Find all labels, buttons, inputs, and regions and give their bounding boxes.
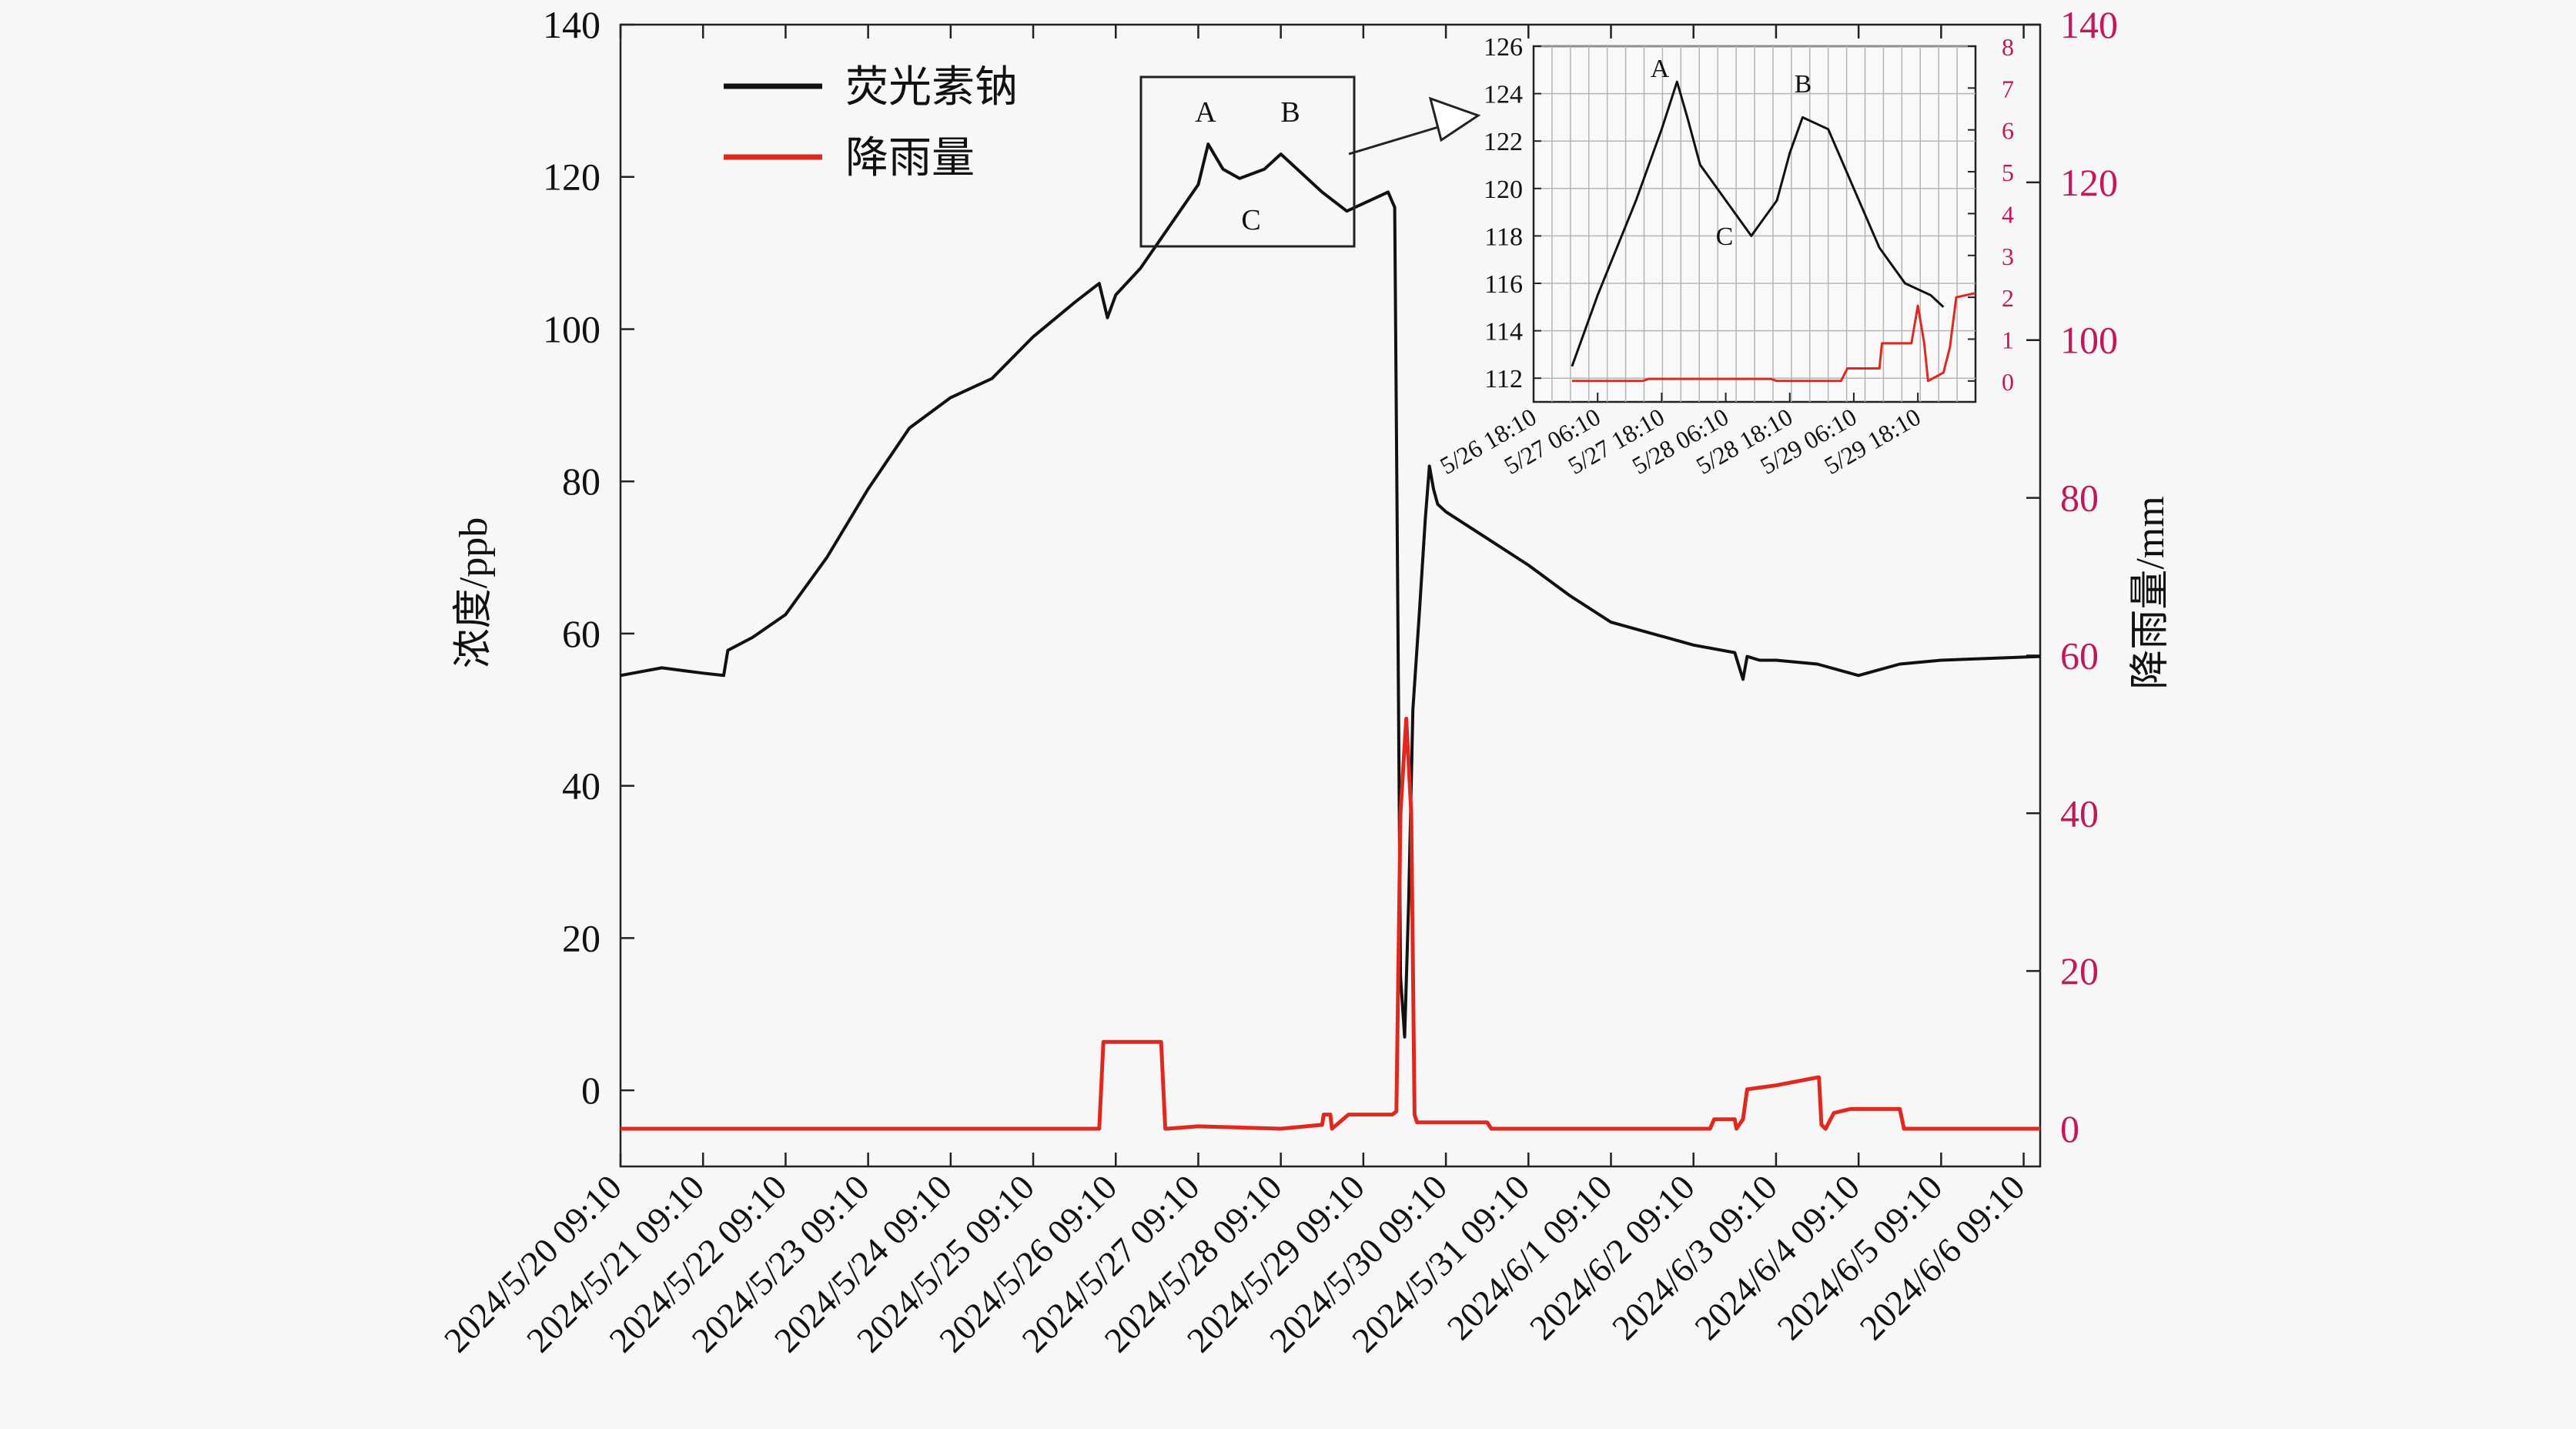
y-left-tick-label: 100 bbox=[543, 307, 601, 350]
annotation-label: C bbox=[1241, 204, 1260, 236]
annotation-label: A bbox=[1195, 96, 1216, 129]
annotation-label: B bbox=[1280, 96, 1300, 129]
inset-y-right-tick-label: 3 bbox=[2002, 243, 2014, 270]
inset-y-left-tick-label: 116 bbox=[1484, 270, 1523, 299]
plot-frame bbox=[619, 23, 2042, 1168]
inset-y-right-tick-label: 8 bbox=[2002, 33, 2014, 61]
inset-y-left-tick-label: 120 bbox=[1484, 176, 1523, 204]
inset-y-right-tick-label: 6 bbox=[2002, 117, 2014, 145]
y-left-tick-label: 40 bbox=[562, 765, 601, 808]
inset-series-line-rainfall bbox=[1571, 292, 1976, 383]
y-right-tick-label: 120 bbox=[2060, 161, 2118, 204]
inset-annotation-label: B bbox=[1795, 70, 1812, 99]
y-right-tick-label: 100 bbox=[2060, 319, 2118, 362]
y-right-tick-label: 20 bbox=[2060, 949, 2099, 992]
y-left-axis-title: 浓度/ppb bbox=[452, 517, 496, 668]
y-left-tick-label: 120 bbox=[543, 156, 601, 199]
inset-y-left-tick-label: 124 bbox=[1484, 81, 1523, 109]
y-left-tick-label: 0 bbox=[581, 1069, 601, 1112]
y-left-tick-label: 20 bbox=[562, 916, 601, 959]
inset-series-line-fluorescein bbox=[1571, 80, 1945, 367]
legend-label: 降雨量 bbox=[845, 135, 975, 182]
y-right-tick-label: 80 bbox=[2060, 477, 2099, 520]
inset-annotation-label: C bbox=[1716, 223, 1734, 251]
y-right-tick-label: 140 bbox=[2060, 3, 2118, 46]
y-right-tick-label: 0 bbox=[2060, 1107, 2079, 1150]
inset-y-right-tick-label: 5 bbox=[2002, 159, 2014, 186]
y-left-tick-label: 140 bbox=[543, 3, 601, 46]
inset-y-right-tick-label: 7 bbox=[2002, 75, 2014, 102]
inset-y-right-tick-label: 0 bbox=[2002, 368, 2014, 396]
inset-y-left-tick-label: 122 bbox=[1484, 128, 1523, 156]
zoom-arrow-head bbox=[1428, 96, 1481, 142]
y-left-tick-label: 60 bbox=[562, 612, 601, 655]
y-right-axis-title: 降雨量/mm bbox=[2129, 496, 2173, 689]
y-right-tick-label: 60 bbox=[2060, 634, 2099, 677]
inset-y-right-tick-label: 4 bbox=[2002, 200, 2014, 228]
series-line-fluorescein bbox=[620, 142, 2041, 1039]
inset-y-left-tick-label: 114 bbox=[1484, 318, 1523, 346]
y-right-tick-label: 40 bbox=[2060, 791, 2099, 835]
inset-y-left-tick-label: 126 bbox=[1484, 33, 1523, 62]
inset-y-right-tick-label: 1 bbox=[2002, 326, 2014, 353]
y-left-tick-label: 80 bbox=[562, 460, 601, 503]
zoom-arrow-line bbox=[1348, 122, 1452, 156]
series-line-rainfall bbox=[621, 716, 2040, 1131]
inset-y-left-tick-label: 112 bbox=[1484, 365, 1523, 393]
zoom-box bbox=[1139, 75, 1356, 248]
inset-y-left-tick-label: 118 bbox=[1484, 223, 1523, 251]
inset-annotation-label: A bbox=[1651, 55, 1670, 83]
legend-label: 荧光素钠 bbox=[845, 64, 1018, 112]
inset-y-right-tick-label: 2 bbox=[2002, 284, 2014, 312]
